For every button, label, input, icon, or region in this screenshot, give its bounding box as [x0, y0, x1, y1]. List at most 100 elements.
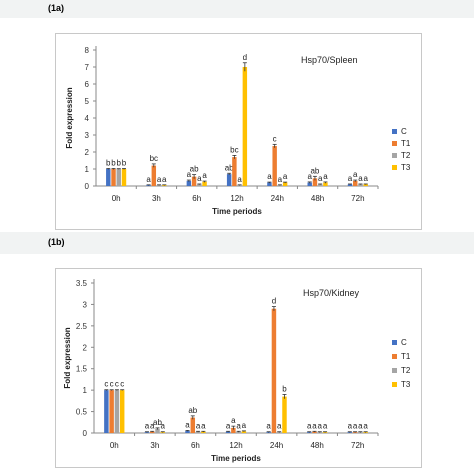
legend-swatch-t1	[392, 141, 397, 146]
significance-label: c	[104, 380, 108, 389]
bar-t1	[151, 165, 157, 186]
legend-swatch-t2	[392, 153, 397, 158]
significance-label: a	[358, 422, 363, 431]
legend-swatch-t3	[392, 382, 397, 387]
significance-label: a	[307, 422, 312, 431]
panel-a-band	[0, 0, 474, 18]
bar-t3	[282, 182, 288, 186]
legend-label: T1	[401, 139, 411, 148]
x-tick-label: 24h	[271, 194, 284, 203]
bar-c	[185, 430, 190, 433]
y-tick-label: 0	[83, 429, 88, 438]
y-tick-label: 5	[85, 97, 90, 106]
bar-t1	[231, 427, 236, 433]
significance-label: a	[197, 174, 202, 183]
significance-label: a	[242, 421, 247, 430]
y-axis-title: Fold expression	[65, 87, 74, 148]
significance-label: a	[267, 172, 272, 181]
bar-t1	[190, 417, 196, 433]
significance-label: a	[161, 422, 166, 431]
significance-label: ab	[310, 166, 319, 175]
significance-label: a	[266, 422, 271, 431]
significance-label: ab	[153, 418, 162, 427]
legend-label: T3	[401, 163, 411, 172]
x-tick-label: 12h	[230, 194, 243, 203]
significance-label: a	[145, 422, 150, 431]
significance-label: a	[196, 421, 201, 430]
bar-t1	[232, 157, 237, 186]
significance-label: a	[318, 422, 323, 431]
bar-c	[146, 185, 151, 186]
bar-t2	[155, 428, 160, 433]
bar-t1	[312, 178, 318, 186]
legend-swatch-t2	[392, 368, 397, 373]
x-tick-label: 48h	[310, 441, 323, 450]
x-tick-label: 6h	[191, 441, 200, 450]
significance-label: a	[353, 170, 358, 179]
significance-label: c	[115, 380, 119, 389]
bar-t3	[323, 182, 328, 186]
significance-label: a	[237, 175, 242, 184]
bar-c	[307, 182, 312, 186]
significance-label: a	[201, 421, 206, 430]
bar-t1	[312, 431, 317, 433]
y-tick-label: 6	[85, 80, 90, 89]
significance-label: d	[272, 297, 276, 306]
x-tick-label: 6h	[192, 194, 201, 203]
bar-c	[186, 180, 192, 186]
chart-title: Hsp70/Kidney	[303, 288, 360, 298]
bar-t2	[237, 185, 242, 186]
bar-c	[267, 182, 272, 186]
significance-label: b	[106, 158, 111, 167]
bar-t2	[195, 431, 201, 433]
legend-swatch-c	[392, 129, 397, 134]
bar-t1	[272, 146, 277, 186]
x-tick-label: 72h	[351, 441, 364, 450]
significance-label: bc	[150, 154, 158, 163]
panel-a-label: (1a)	[48, 3, 65, 13]
significance-label: d	[243, 53, 247, 62]
significance-label: a	[353, 422, 358, 431]
y-tick-label: 8	[85, 46, 90, 55]
x-tick-label: 24h	[270, 441, 283, 450]
significance-label: a	[202, 171, 207, 180]
bar-t2	[277, 185, 283, 186]
legend-label: T2	[401, 151, 411, 160]
bar-t3	[363, 184, 368, 186]
y-tick-label: 1	[85, 165, 90, 174]
x-tick-label: 0h	[110, 441, 119, 450]
significance-label: a	[278, 175, 283, 184]
significance-label: a	[231, 416, 236, 425]
bar-t2	[358, 184, 363, 186]
bar-t2	[114, 390, 120, 433]
bar-t2	[197, 184, 202, 186]
legend-label: T3	[401, 380, 411, 389]
y-tick-label: 2	[85, 148, 90, 157]
bar-t2	[236, 431, 241, 433]
significance-label: ab	[188, 406, 197, 415]
bar-t2	[116, 169, 121, 186]
y-tick-label: 3	[83, 300, 88, 309]
kidney-chart: Hsp70/Kidney 0 0.5 1 1.5 2 2.5 3 3.5 0h 3h 6h 12h 24h…	[63, 279, 411, 463]
x-tick-label: 3h	[152, 194, 161, 203]
significance-label: a	[187, 170, 192, 179]
significance-label: b	[122, 158, 127, 167]
bar-c	[226, 174, 232, 186]
bar-t3	[242, 67, 248, 186]
legend-label: C	[401, 338, 407, 347]
bar-t2	[156, 185, 162, 186]
bar-t1	[191, 176, 197, 186]
bar-t3	[241, 431, 247, 433]
y-tick-label: 0	[85, 182, 90, 191]
y-tick-label: 2	[83, 343, 88, 352]
significance-label: a	[150, 421, 155, 430]
bar-c	[104, 390, 109, 433]
bar-t1	[109, 390, 114, 433]
significance-label: ab	[225, 163, 234, 172]
y-tick-label: 2.5	[76, 322, 88, 331]
significance-label: a	[318, 174, 323, 183]
bar-c	[106, 169, 111, 186]
significance-label: a	[146, 175, 151, 184]
y-axis-title: Fold expression	[63, 327, 72, 388]
x-tick-label: 48h	[311, 194, 324, 203]
